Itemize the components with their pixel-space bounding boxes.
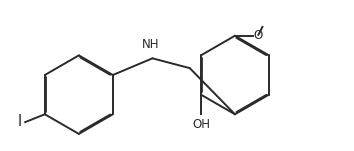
Text: O: O: [253, 29, 263, 42]
Text: OH: OH: [192, 118, 210, 131]
Text: NH: NH: [142, 39, 159, 51]
Text: I: I: [18, 114, 22, 129]
